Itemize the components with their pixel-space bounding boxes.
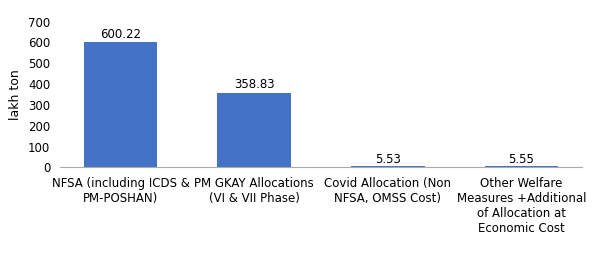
Bar — [84, 42, 157, 167]
Bar — [351, 166, 425, 167]
Bar — [217, 93, 291, 167]
Text: 358.83: 358.83 — [234, 78, 274, 91]
Bar — [485, 166, 558, 167]
Text: 5.53: 5.53 — [375, 153, 401, 166]
Text: 5.55: 5.55 — [509, 153, 535, 166]
Text: 600.22: 600.22 — [100, 28, 141, 41]
Y-axis label: lakh ton: lakh ton — [10, 69, 22, 120]
